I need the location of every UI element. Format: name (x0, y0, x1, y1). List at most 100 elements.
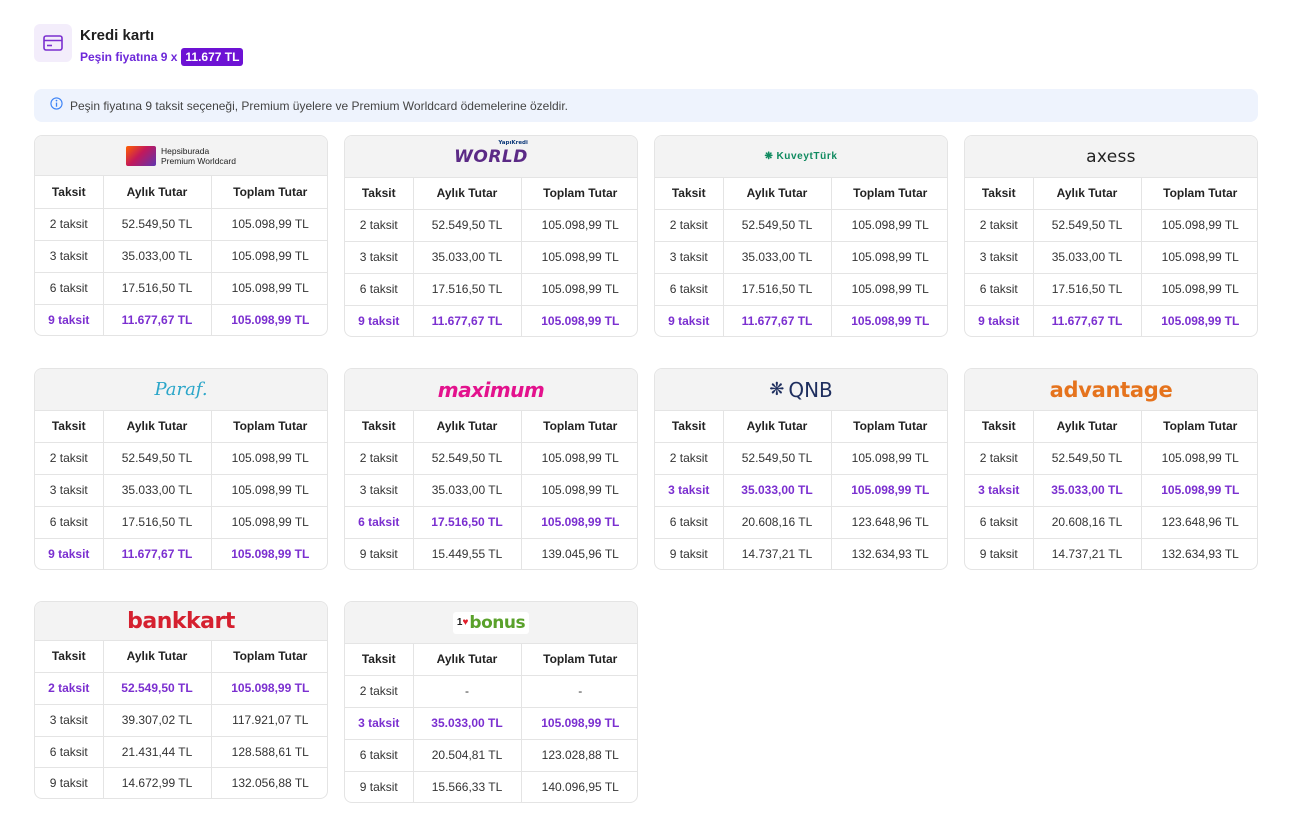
cell-monthly: 11.677,67 TL (723, 305, 832, 336)
cell-monthly: 52.549,50 TL (103, 442, 212, 475)
cell-total: 128.588,61 TL (211, 736, 327, 768)
cell-total: 123.648,96 TL (1141, 506, 1257, 539)
col-header-monthly: Aylık Tutar (1033, 178, 1142, 210)
logo-line1: Hepsiburada (161, 145, 210, 156)
col-header-installment: Taksit (965, 178, 1034, 210)
cell-total: 105.098,99 TL (541, 313, 620, 328)
table-row: 3 taksit 35.033,00 TL 105.098,99 TL (35, 240, 327, 273)
col-header-installment: Taksit (35, 641, 104, 673)
col-header-monthly: Aylık Tutar (1033, 411, 1142, 443)
cell-total: 123.648,96 TL (831, 506, 947, 539)
logo-text: axess (1086, 146, 1136, 167)
cell-total: 105.098,99 TL (1141, 209, 1257, 242)
installment-table: Taksit Aylık Tutar Toplam Tutar 2 taksit… (965, 178, 1257, 336)
cell-monthly: 52.549,50 TL (413, 209, 522, 242)
page-title: Kredi kartı (80, 27, 155, 44)
cell-installment: 3 taksit (655, 474, 724, 507)
cell-installment: 9 taksit (965, 305, 1034, 336)
logo-number: 1 (456, 617, 463, 628)
col-header-installment: Taksit (35, 176, 104, 209)
logo-text: KuveytTürk (776, 151, 838, 162)
cell-total: 105.098,99 TL (211, 506, 327, 539)
cell-installment: 3 taksit (35, 704, 104, 737)
cell-monthly: 35.033,00 TL (413, 474, 522, 507)
installment-card-hepsiburada: Hepsiburada Premium Worldcard Taksit Ayl… (34, 135, 328, 336)
cell-monthly: 11.677,67 TL (413, 305, 522, 336)
table-row: 2 taksit 52.549,50 TL 105.098,99 TL (655, 442, 947, 475)
bank-logo-advantage: advantage (965, 369, 1257, 411)
col-header-monthly: Aylık Tutar (103, 411, 212, 443)
col-header-installment: Taksit (345, 178, 414, 210)
cell-installment: 3 taksit (345, 707, 414, 740)
credit-card-icon (34, 24, 72, 62)
cell-monthly: 35.033,00 TL (723, 241, 832, 274)
cell-installment: 2 taksit (965, 209, 1034, 242)
cell-monthly: 15.566,33 TL (413, 771, 522, 802)
logo-text: WORLD (454, 146, 528, 167)
table-row: 6 taksit 20.608,16 TL 123.648,96 TL (655, 506, 947, 539)
cell-installment: 2 taksit (965, 442, 1034, 475)
cell-monthly: 35.033,00 TL (723, 474, 832, 507)
installment-card-paraf: Paraf. Taksit Aylık Tutar Toplam Tutar 2… (34, 368, 328, 570)
table-row: 6 taksit 21.431,44 TL 128.588,61 TL (35, 736, 327, 768)
cell-installment: 9 taksit (345, 771, 414, 802)
table-row: 2 taksit 52.549,50 TL 105.098,99 TL (965, 209, 1257, 242)
cell-installment: 6 taksit (655, 506, 724, 539)
table-row-highlighted: 3 taksit 35.033,00 TL 105.098,99 TL (655, 474, 947, 507)
cell-monthly: 52.549,50 TL (413, 442, 522, 475)
col-header-total: Toplam Tutar (831, 178, 947, 210)
installment-table: Taksit Aylık Tutar Toplam Tutar 2 taksit… (35, 411, 327, 569)
table-row: 2 taksit 52.549,50 TL 105.098,99 TL (35, 208, 327, 241)
cell-total: 105.098,99 TL (521, 474, 637, 507)
cell-total: 105.098,99 TL (211, 240, 327, 273)
cell-monthly: 52.549,50 TL (723, 209, 832, 242)
cell-monthly: 14.737,21 TL (723, 538, 832, 569)
col-header-monthly: Aylık Tutar (413, 411, 522, 443)
cell-total: 105.098,99 TL (1141, 273, 1257, 306)
cell-total: 132.634,93 TL (851, 546, 929, 561)
cell-total: 117.921,07 TL (211, 704, 327, 737)
cell-monthly: 11.677,67 TL (103, 304, 212, 335)
col-header-installment: Taksit (345, 411, 414, 443)
table-row: 2 taksit 52.549,50 TL 105.098,99 TL (965, 442, 1257, 475)
payment-header: Kredi kartı Peşin fiyatına 9 x 11.677 TL (34, 24, 244, 66)
heart-icon: ♥ (462, 617, 469, 628)
table-row: 9 taksit 14.737,21 TL 132.634,93 TL (655, 538, 947, 569)
bank-logo-bonus: 1 ♥ bonus (345, 602, 637, 644)
table-row-highlighted: 3 taksit 35.033,00 TL 105.098,99 TL (345, 707, 637, 740)
table-row: 3 taksit 35.033,00 TL 105.098,99 TL (965, 241, 1257, 274)
cell-installment: 6 taksit (35, 506, 104, 539)
table-row-highlighted: 3 taksit 35.033,00 TL 105.098,99 TL (965, 474, 1257, 507)
table-row-highlighted: 9 taksit 11.677,67 TL 105.098,99 TL (35, 304, 327, 335)
cell-total: 105.098,99 TL (831, 442, 947, 475)
logo-small-text: YapıKredi (498, 139, 528, 146)
cell-total: 105.098,99 TL (831, 241, 947, 274)
cell-total: 105.098,99 TL (211, 272, 327, 305)
cell-total: 105.098,99 TL (211, 208, 327, 241)
table-row: 2 taksit 52.549,50 TL 105.098,99 TL (35, 442, 327, 475)
cell-total: 105.098,99 TL (831, 474, 947, 507)
table-row-highlighted: 9 taksit 11.677,67 TL 105.098,99 TL (655, 305, 947, 336)
cell-installment: 9 taksit (345, 538, 414, 569)
cell-installment: 3 taksit (35, 474, 104, 507)
cell-installment: 6 taksit (965, 506, 1034, 539)
cell-monthly: 35.033,00 TL (413, 241, 522, 274)
cell-total: 139.045,96 TL (541, 546, 619, 561)
cell-installment: 9 taksit (35, 538, 104, 569)
table-row: 3 taksit 35.033,00 TL 105.098,99 TL (35, 474, 327, 507)
col-header-total: Toplam Tutar (831, 411, 947, 443)
col-header-installment: Taksit (345, 644, 414, 676)
cell-total: 105.098,99 TL (231, 546, 310, 561)
cell-total: 105.098,99 TL (1141, 474, 1257, 507)
cell-installment: 6 taksit (345, 273, 414, 306)
cell-monthly: 11.677,67 TL (1033, 305, 1142, 336)
col-header-monthly: Aylık Tutar (413, 178, 522, 210)
logo-text: advantage (1049, 377, 1173, 402)
cell-total: 105.098,99 TL (211, 672, 327, 705)
table-row: 6 taksit 20.608,16 TL 123.648,96 TL (965, 506, 1257, 539)
table-row: 3 taksit 39.307,02 TL 117.921,07 TL (35, 704, 327, 737)
cell-total: 123.028,88 TL (521, 739, 637, 772)
table-row: 3 taksit 35.033,00 TL 105.098,99 TL (655, 241, 947, 274)
col-header-total: Toplam Tutar (521, 411, 637, 443)
cell-total: 105.098,99 TL (521, 506, 637, 539)
